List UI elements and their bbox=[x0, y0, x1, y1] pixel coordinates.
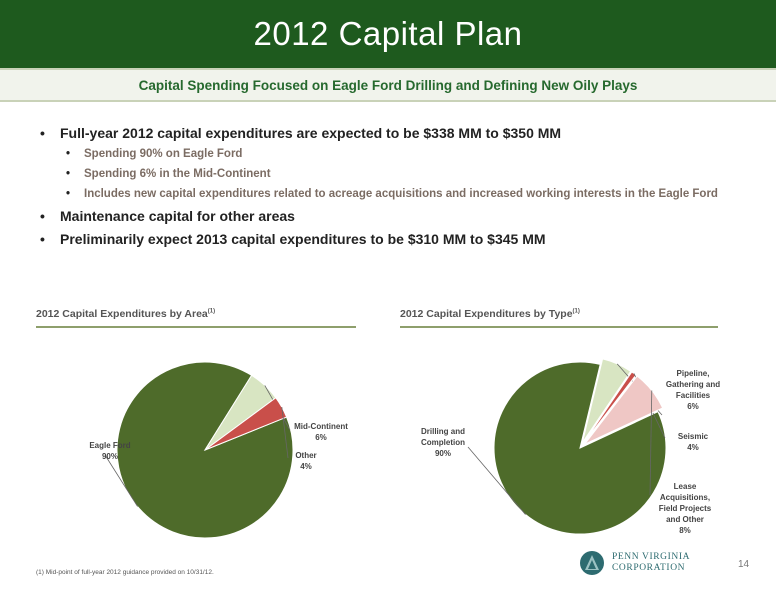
bullet-maintenance: Maintenance capital for other areas bbox=[32, 207, 752, 225]
area-chart-title: 2012 Capital Expenditures by Area(1) bbox=[36, 308, 216, 320]
bullet-capex-2013: Preliminarily expect 2013 capital expend… bbox=[32, 230, 752, 248]
label-other: Other 4% bbox=[295, 451, 317, 471]
label-pipeline: Pipeline, Gathering and Facilities 6% bbox=[665, 369, 721, 411]
leader-line bbox=[104, 454, 138, 507]
label-lease-acquisitions: Lease Acquisitions, Field Projects and O… bbox=[658, 482, 712, 535]
subtitle-bar: Capital Spending Focused on Eagle Ford D… bbox=[0, 68, 776, 102]
sub-bullet-eagle-ford: Spending 90% on Eagle Ford bbox=[32, 147, 752, 162]
label-mid-continent: Mid-Continent 6% bbox=[294, 422, 348, 442]
penn-virginia-logo: PENN VIRGINIA CORPORATION bbox=[580, 548, 720, 578]
pie-slice-other bbox=[204, 397, 288, 451]
slide-title: 2012 Capital Plan bbox=[253, 15, 523, 52]
sub-bullet-mid-continent: Spending 6% in the Mid-Continent bbox=[32, 167, 752, 182]
label-drilling-completion: Drilling and Completion 90% bbox=[421, 427, 465, 458]
title-bar: 2012 Capital Plan bbox=[0, 0, 776, 68]
page-number: 14 bbox=[738, 559, 750, 570]
label-seismic: Seismic 4% bbox=[677, 432, 709, 452]
area-pie-chart bbox=[104, 361, 294, 539]
type-pie-chart bbox=[467, 358, 667, 535]
slide-subtitle: Capital Spending Focused on Eagle Ford D… bbox=[138, 77, 638, 93]
pie-slice-pipeline-gathering-and-facilities bbox=[581, 358, 632, 443]
area-chart-rule bbox=[36, 326, 356, 328]
leader-line bbox=[467, 446, 526, 515]
logo-line-1: PENN VIRGINIA bbox=[612, 552, 691, 562]
type-chart-rule bbox=[400, 326, 718, 328]
sub-bullet-acquisitions: Includes new capital expenditures relate… bbox=[32, 187, 752, 202]
bullet-list: Full-year 2012 capital expenditures are … bbox=[32, 124, 752, 253]
bullet-capex-2012: Full-year 2012 capital expenditures are … bbox=[32, 124, 752, 142]
footnote: (1) Mid-point of full-year 2012 guidance… bbox=[36, 569, 214, 576]
leader-line bbox=[649, 390, 653, 496]
pie-slice-lease-acquisitions-field-projects-and-other bbox=[584, 375, 664, 445]
label-eagle-ford: Eagle Ford 90% bbox=[89, 441, 131, 461]
leader-line bbox=[281, 407, 289, 459]
logo-line-2: CORPORATION bbox=[612, 563, 686, 573]
logo-mark-icon bbox=[580, 551, 604, 575]
type-chart-title: 2012 Capital Expenditures by Type(1) bbox=[400, 308, 580, 320]
